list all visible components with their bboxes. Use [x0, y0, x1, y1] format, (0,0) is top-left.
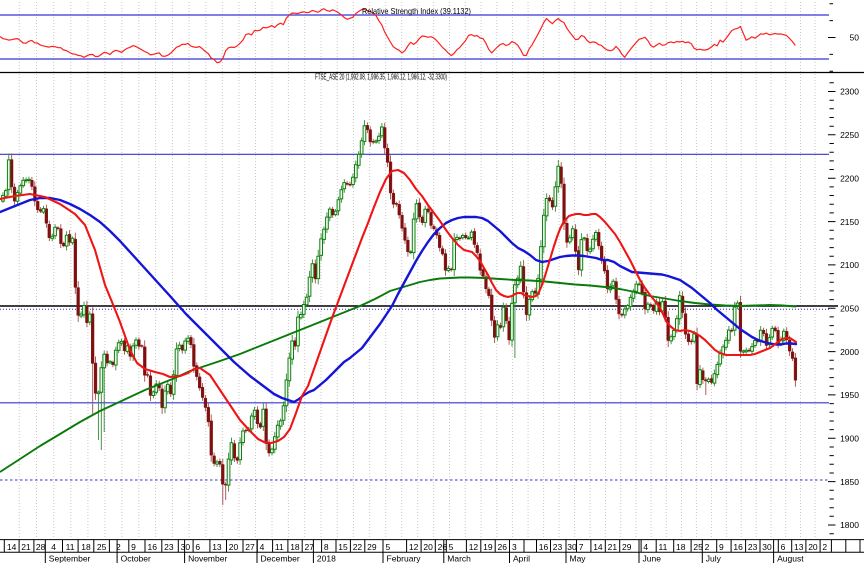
svg-text:1950: 1950: [840, 390, 859, 400]
svg-text:21: 21: [21, 542, 31, 552]
svg-text:20: 20: [423, 542, 433, 552]
svg-text:2018: 2018: [317, 554, 336, 564]
svg-text:August: August: [777, 554, 804, 564]
svg-text:21: 21: [608, 542, 618, 552]
svg-text:4: 4: [260, 542, 265, 552]
svg-text:5: 5: [449, 542, 454, 552]
svg-text:12: 12: [409, 542, 419, 552]
svg-text:22: 22: [353, 542, 363, 552]
svg-text:27: 27: [245, 542, 255, 552]
svg-text:March: March: [447, 554, 471, 564]
svg-text:12: 12: [469, 542, 479, 552]
svg-text:6: 6: [195, 542, 200, 552]
svg-text:September: September: [49, 554, 91, 564]
svg-text:18: 18: [81, 542, 91, 552]
svg-text:23: 23: [164, 542, 174, 552]
svg-text:2050: 2050: [840, 303, 859, 313]
svg-text:23: 23: [553, 542, 563, 552]
svg-text:14: 14: [593, 542, 603, 552]
svg-text:15: 15: [338, 542, 348, 552]
svg-text:16: 16: [539, 542, 549, 552]
svg-text:26: 26: [498, 542, 508, 552]
svg-text:November: November: [188, 554, 227, 564]
svg-text:5: 5: [386, 542, 391, 552]
svg-text:Relative Strength Index (39.11: Relative Strength Index (39.1132): [362, 6, 471, 16]
svg-text:9: 9: [719, 542, 724, 552]
svg-text:2000: 2000: [840, 347, 859, 357]
svg-text:February: February: [387, 554, 422, 564]
svg-text:FTSE_ASE 20 (1,992.08, 1,996.3: FTSE_ASE 20 (1,992.08, 1,996.35, 1,966.1…: [315, 73, 447, 82]
svg-text:7: 7: [579, 542, 584, 552]
svg-text:8: 8: [324, 542, 329, 552]
svg-text:2: 2: [116, 542, 121, 552]
svg-text:October: October: [121, 554, 151, 564]
svg-text:18: 18: [676, 542, 686, 552]
svg-text:11: 11: [66, 542, 75, 552]
svg-text:50: 50: [850, 33, 860, 43]
svg-text:July: July: [706, 554, 722, 564]
svg-text:29: 29: [367, 542, 377, 552]
svg-text:4: 4: [643, 542, 648, 552]
svg-text:11: 11: [659, 542, 668, 552]
svg-text:30: 30: [567, 542, 577, 552]
svg-text:April: April: [513, 554, 530, 564]
svg-text:9: 9: [131, 542, 136, 552]
svg-text:4: 4: [51, 542, 56, 552]
svg-text:18: 18: [290, 542, 300, 552]
svg-text:2: 2: [705, 542, 710, 552]
svg-text:1800: 1800: [840, 520, 859, 530]
svg-text:25: 25: [693, 542, 703, 552]
svg-text:2150: 2150: [840, 217, 859, 227]
svg-text:16: 16: [148, 542, 158, 552]
svg-text:13: 13: [794, 542, 804, 552]
svg-text:May: May: [570, 554, 587, 564]
svg-text:27: 27: [305, 542, 315, 552]
svg-text:20: 20: [229, 542, 239, 552]
svg-text:June: June: [643, 554, 662, 564]
svg-text:2: 2: [822, 542, 827, 552]
svg-text:20: 20: [808, 542, 818, 552]
svg-text:26: 26: [438, 542, 448, 552]
svg-text:13: 13: [212, 542, 222, 552]
svg-text:December: December: [261, 554, 300, 564]
svg-text:2300: 2300: [840, 87, 859, 97]
svg-text:1900: 1900: [840, 434, 859, 444]
svg-text:25: 25: [97, 542, 107, 552]
svg-text:1850: 1850: [840, 477, 859, 487]
svg-text:6: 6: [781, 542, 786, 552]
svg-text:28: 28: [36, 542, 46, 552]
svg-text:11: 11: [275, 542, 284, 552]
svg-text:16: 16: [733, 542, 743, 552]
svg-text:2250: 2250: [840, 130, 859, 140]
svg-text:30: 30: [762, 542, 772, 552]
svg-text:29: 29: [622, 542, 632, 552]
svg-text:14: 14: [7, 542, 17, 552]
svg-text:19: 19: [483, 542, 493, 552]
svg-text:3: 3: [512, 542, 517, 552]
svg-text:2100: 2100: [840, 260, 859, 270]
svg-text:30: 30: [181, 542, 191, 552]
svg-text:23: 23: [748, 542, 758, 552]
svg-text:2200: 2200: [840, 173, 859, 183]
